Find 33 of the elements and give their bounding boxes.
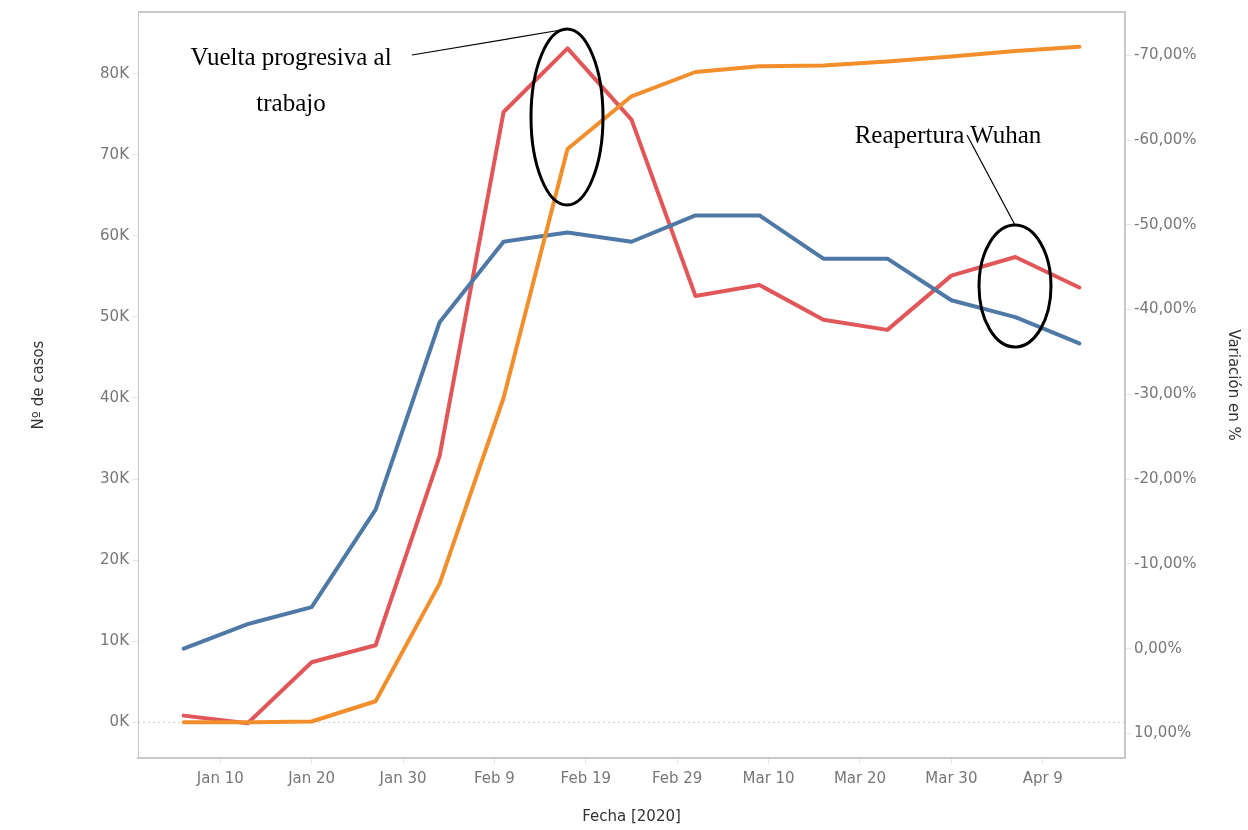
x-tick-label: Jan 30 [378, 768, 427, 787]
y2-tick-label: -20,00% [1134, 468, 1197, 487]
y2-tick-label: -60,00% [1134, 129, 1197, 148]
y2-tick-label: 0,00% [1134, 638, 1182, 657]
y-tick-label: 0K [109, 712, 131, 731]
annotation: Reapertura Wuhan [854, 121, 1042, 148]
y-tick-label: 30K [100, 468, 131, 487]
y2-tick-label: -70,00% [1134, 45, 1197, 64]
x-tick-label: Feb 19 [560, 768, 612, 787]
y2-tick-label: -40,00% [1134, 299, 1197, 318]
y-tick-label: 70K [100, 144, 131, 163]
y2-tick-label: -50,00% [1134, 214, 1197, 233]
x-tick-label: Mar 30 [925, 768, 978, 787]
y2-axis-title: Variación en % [1225, 329, 1244, 441]
x-tick-label: Mar 20 [833, 768, 887, 787]
y-tick-label: 10K [100, 631, 131, 650]
y-axis-title: Nº de casos [28, 340, 47, 430]
y2-tick-label: -10,00% [1134, 553, 1197, 572]
y-tick-label: 40K [100, 387, 131, 406]
y2-tick-label: -30,00% [1134, 384, 1197, 403]
x-tick-label: Mar 10 [742, 768, 795, 787]
y-tick-label: 80K [100, 63, 131, 82]
y-tick-label: 20K [100, 550, 131, 569]
x-tick-label: Jan 20 [287, 768, 336, 787]
y-tick-label: 50K [100, 306, 131, 325]
y-tick-label: 60K [100, 225, 131, 244]
x-tick-label: Feb 9 [473, 768, 515, 787]
y2-tick-label: 10,00% [1134, 723, 1192, 742]
annotation: Vuelta progresiva al trabajo [190, 43, 392, 116]
x-tick-label: Jan 10 [195, 768, 244, 787]
x-axis-title: Fecha [2020] [582, 806, 681, 825]
x-tick-label: Feb 29 [651, 768, 703, 787]
x-tick-label: Apr 9 [1022, 768, 1063, 787]
